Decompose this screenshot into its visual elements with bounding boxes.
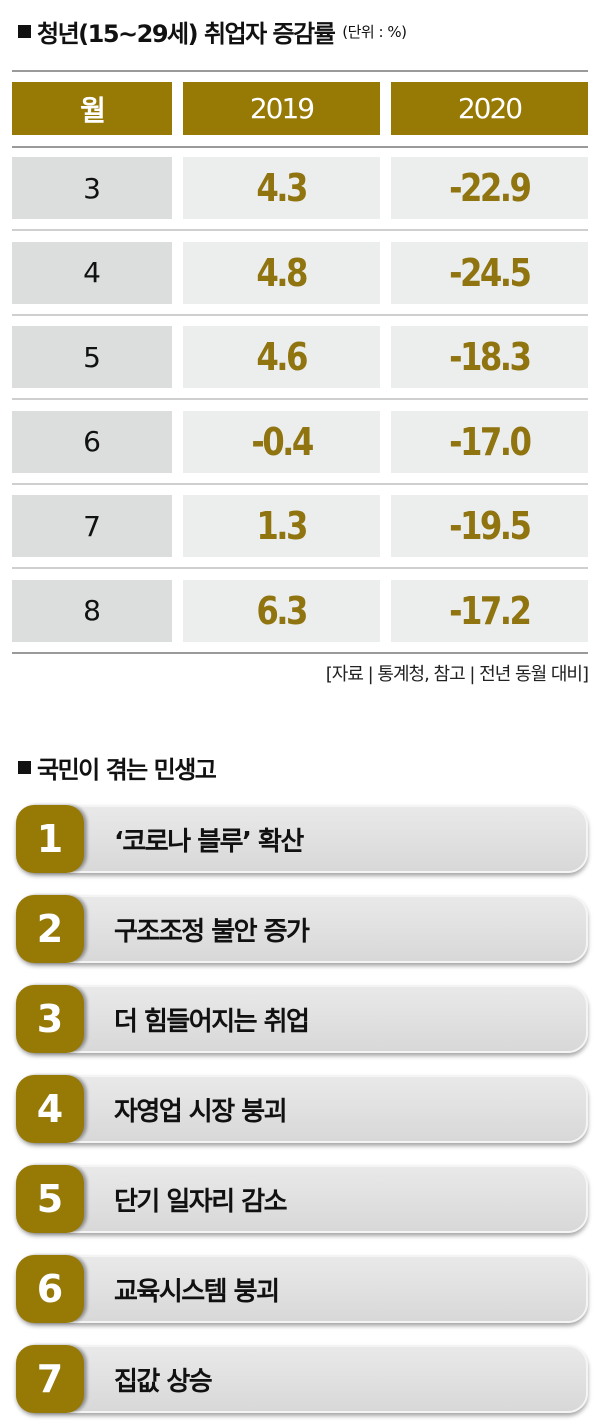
column-header: 2020: [391, 82, 588, 135]
number-badge: 5: [16, 1165, 84, 1233]
number-badge: 4: [16, 1075, 84, 1143]
number-badge: 6: [16, 1255, 84, 1323]
cell-text: 3: [83, 171, 101, 205]
list-item-text: 집값 상승: [114, 1366, 213, 1397]
cell-text: 7: [83, 509, 101, 543]
value-cell: 1.3: [183, 495, 380, 557]
list-item: 1 ‘코로나 블루’ 확산: [16, 805, 588, 873]
cell-text: 1.3: [256, 504, 309, 548]
value-cell: -0.4: [183, 410, 380, 473]
divider: [12, 229, 588, 231]
number-badge: 7: [16, 1345, 84, 1413]
cell-text: -17.0: [449, 419, 532, 464]
column-header: 2019: [183, 82, 380, 135]
month-cell: 5: [12, 326, 172, 388]
list-item: 6 교육시스템 붕괴: [16, 1255, 588, 1323]
cell-text: 4: [83, 256, 101, 289]
month-cell: 4: [12, 241, 172, 304]
source-note: [자료 | 통계청, 참고 | 전년 동월 대비]: [325, 664, 589, 685]
cell-text: 4.8: [256, 250, 309, 295]
value-cell: -22.9: [391, 157, 588, 219]
cell-text: 6: [83, 425, 101, 458]
number-badge: 2: [16, 895, 84, 963]
month-cell: 6: [12, 410, 172, 473]
month-cell: 3: [12, 157, 172, 219]
list-item: 2 구조조정 불안 증가: [16, 895, 588, 963]
value-cell: -18.3: [391, 326, 588, 388]
cell-text: 4.6: [256, 335, 309, 379]
list-item-text: 단기 일자리 감소: [114, 1186, 288, 1217]
list-item-text: ‘코로나 블루’ 확산: [114, 826, 304, 857]
cell-text: -22.9: [449, 166, 532, 210]
cell-text: -19.5: [449, 504, 532, 548]
list-item: 4 자영업 시장 붕괴: [16, 1075, 588, 1143]
list-item-text: 더 힘들어지는 취업: [114, 1006, 310, 1037]
divider: [12, 313, 588, 316]
list-title: 국민이 겪는 민생고: [18, 750, 217, 785]
value-cell: -17.2: [391, 579, 588, 642]
square-bullet-icon: [18, 761, 31, 774]
divider: [12, 567, 588, 569]
cell-text: -18.3: [449, 335, 532, 379]
divider: [12, 651, 588, 654]
column-header: 월: [12, 82, 172, 135]
cell-text: 4.3: [256, 166, 309, 210]
list-item: 7 집값 상승: [16, 1345, 588, 1413]
value-cell: -19.5: [391, 495, 588, 557]
unit-label: (단위 : %): [342, 23, 407, 41]
value-cell: 4.6: [183, 326, 380, 388]
value-cell: -24.5: [391, 241, 588, 304]
divider: [12, 146, 588, 148]
list-item-text: 교육시스템 붕괴: [114, 1276, 280, 1307]
number-badge: 1: [16, 805, 84, 873]
cell-text: 8: [83, 594, 101, 627]
divider: [12, 70, 588, 72]
value-cell: 4.3: [183, 157, 380, 219]
month-cell: 8: [12, 579, 172, 642]
divider: [12, 398, 588, 400]
list-item-text: 자영업 시장 붕괴: [114, 1096, 288, 1127]
number-badge: 3: [16, 985, 84, 1053]
cell-text: 5: [83, 340, 101, 374]
month-cell: 7: [12, 495, 172, 557]
square-bullet-icon: [18, 25, 31, 38]
value-cell: 6.3: [183, 579, 380, 642]
list-item: 3 더 힘들어지는 취업: [16, 985, 588, 1053]
table-title: 청년(15~29세) 취업자 증감률 (단위 : %): [18, 14, 407, 49]
divider: [12, 482, 588, 485]
cell-text: -17.2: [449, 588, 532, 633]
cell-text: -24.5: [449, 250, 532, 295]
value-cell: 4.8: [183, 241, 380, 304]
list-item: 5 단기 일자리 감소: [16, 1165, 588, 1233]
value-cell: -17.0: [391, 410, 588, 473]
cell-text: -0.4: [251, 419, 314, 464]
list-item-text: 구조조정 불안 증가: [114, 916, 310, 947]
cell-text: 6.3: [256, 588, 309, 633]
